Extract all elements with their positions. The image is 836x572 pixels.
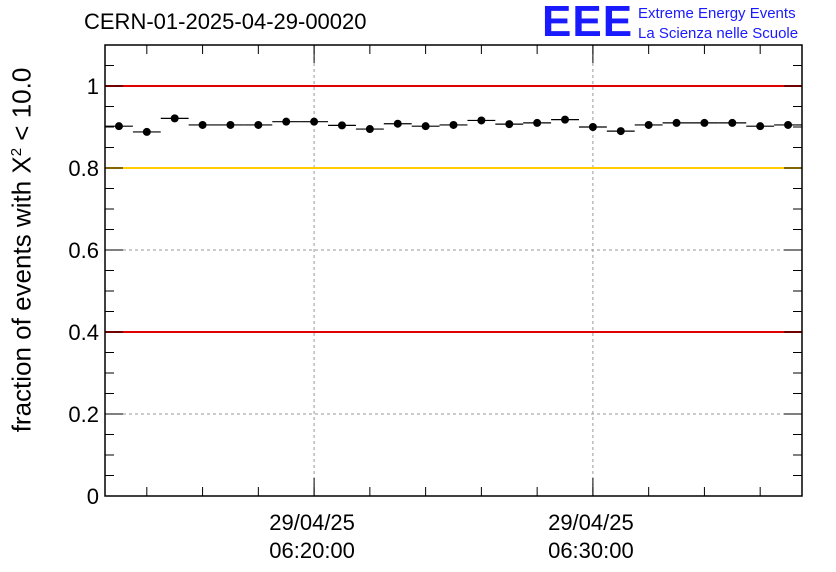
data-point: [477, 116, 486, 125]
data-point: [310, 117, 319, 126]
data-point: [198, 120, 207, 129]
y-tick-label: 0.6: [68, 238, 99, 263]
data-point: [616, 127, 625, 136]
plot-frame: [104, 44, 803, 497]
y-tick-label: 0: [87, 484, 99, 509]
y-tick-label: 1: [87, 74, 99, 99]
data-point: [561, 115, 570, 124]
data-point: [226, 120, 235, 129]
data-point: [449, 120, 458, 129]
data-point: [672, 118, 681, 127]
data-point: [393, 119, 402, 128]
data-point: [756, 122, 765, 131]
y-tick-label: 0.4: [68, 320, 99, 345]
x-tick-label: 06:20:00: [269, 538, 355, 563]
x-tick-label: 06:30:00: [548, 538, 634, 563]
eee-tagline-2: La Scienza nelle Scuole: [638, 25, 799, 42]
data-point: [421, 122, 430, 131]
data-point: [142, 127, 151, 136]
data-point: [254, 120, 263, 129]
data-point: [282, 117, 291, 126]
run-title: CERN-01-2025-04-29-00020: [84, 9, 367, 34]
data-point: [533, 118, 542, 127]
data-point: [588, 123, 597, 131]
eee-tagline-1: Extreme Energy Events: [638, 5, 796, 22]
data-point: [337, 121, 346, 130]
data-point: [644, 120, 653, 129]
data-point: [170, 114, 179, 123]
data-point: [114, 122, 123, 131]
data-point: [700, 118, 709, 127]
data-point: [728, 118, 737, 127]
y-tick-label: 0.2: [68, 402, 99, 427]
data-point: [365, 125, 374, 134]
y-tick-label: 0.8: [68, 156, 99, 181]
eee-logo: EEE: [542, 0, 634, 46]
x-tick-label: 29/04/25: [269, 510, 355, 535]
data-point: [784, 120, 793, 129]
x-tick-label: 29/04/25: [548, 510, 634, 535]
data-point: [505, 120, 514, 129]
